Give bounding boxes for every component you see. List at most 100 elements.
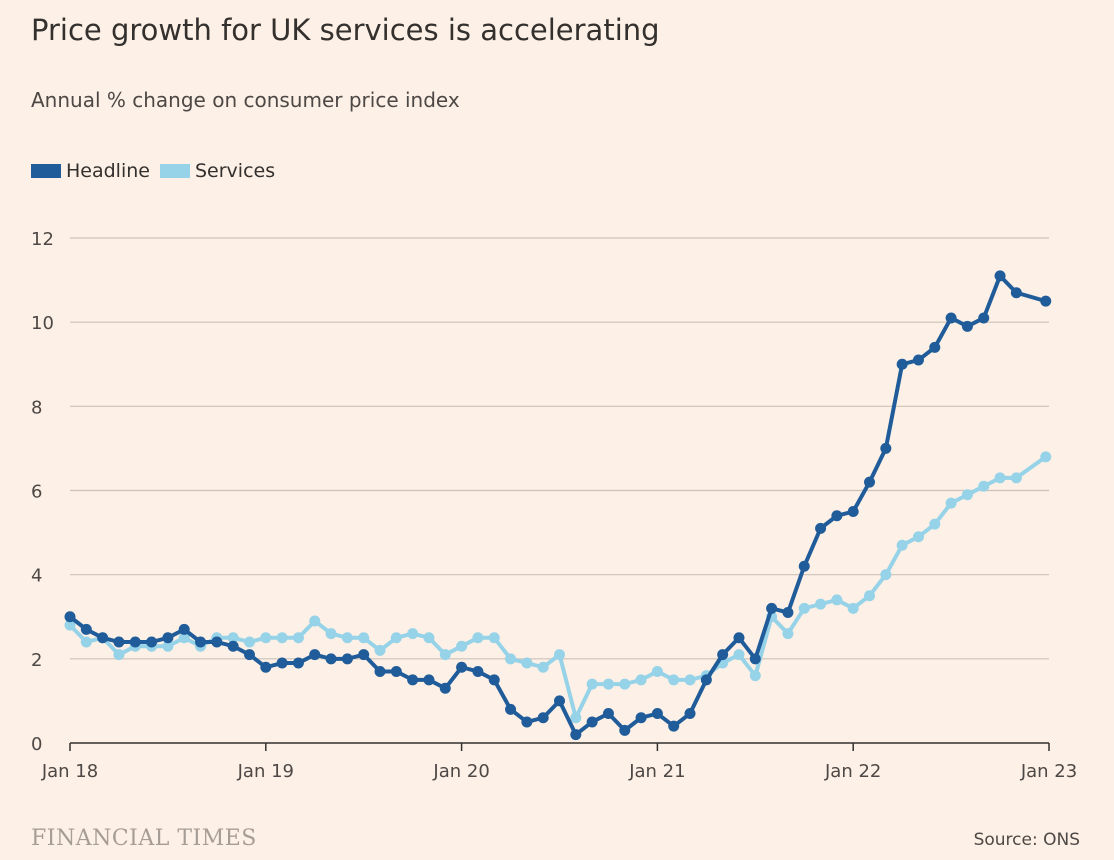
data-point-headline [978,312,990,324]
data-point-services [505,653,517,665]
data-point-services [341,632,353,644]
data-point-headline [129,636,141,648]
data-point-headline [113,636,125,648]
data-point-headline [97,632,109,644]
data-point-headline [864,476,876,488]
data-point-headline [439,682,451,694]
data-point-headline [80,623,92,635]
data-point-services [358,632,370,644]
data-point-headline [407,674,419,686]
data-point-headline [994,270,1006,282]
data-point-headline [602,708,614,720]
data-point-headline [423,674,435,686]
data-point-services [978,480,990,492]
data-point-services [64,619,76,631]
data-point-services [260,632,272,644]
data-point-headline [635,712,647,724]
data-point-headline [227,640,239,652]
data-point-services [684,674,696,686]
data-point-headline [896,358,908,370]
data-point-headline [1040,295,1052,307]
data-point-headline [619,724,631,736]
data-point-headline [1010,287,1022,299]
data-point-headline [276,657,288,669]
data-point-headline [717,649,729,661]
data-point-headline [961,320,973,332]
legend-item-headline: Headline [31,160,150,182]
data-point-services [896,539,908,551]
data-point-headline [651,708,663,720]
data-point-services [178,632,190,644]
data-point-services [749,670,761,682]
data-point-headline [929,341,941,353]
data-point-headline [521,716,533,728]
data-point-services [912,531,924,543]
series-line-headline [68,273,1048,737]
data-point-headline [358,649,370,661]
y-tick-label: 0 [31,734,42,755]
y-tick-label: 4 [31,566,42,587]
data-point-services [325,628,337,640]
data-point-headline [537,712,549,724]
data-point-headline [162,632,174,644]
data-point-headline [374,665,386,677]
data-point-services [635,674,647,686]
data-point-services [309,615,321,627]
data-point-services [113,649,125,661]
data-point-services [243,636,255,648]
data-point-services [554,649,565,661]
chart-subtitle: Annual % change on consumer price index [31,88,460,112]
data-point-headline [390,665,402,677]
y-tick-label: 12 [31,229,54,250]
data-point-headline [505,703,517,715]
data-point-services [390,632,402,644]
data-point-services [880,569,892,581]
data-point-headline [211,636,223,648]
data-point-headline [325,653,337,665]
data-point-services [537,661,549,673]
y-tick-label: 10 [31,313,54,334]
x-tick-label: Jan 20 [432,761,489,782]
data-point-services [651,665,663,677]
data-point-headline [945,312,957,324]
data-point-headline [847,506,859,518]
legend-swatch-headline [31,164,61,178]
data-point-headline [668,720,680,732]
data-point-headline [912,354,924,366]
data-point-services [570,712,582,724]
data-point-services [439,649,451,661]
data-point-services [472,632,484,644]
legend-label-headline: Headline [66,160,150,182]
data-point-headline [700,674,712,686]
data-point-services [945,497,957,509]
data-point-services [929,518,941,530]
data-point-services [276,632,288,644]
data-point-services [407,628,419,640]
data-point-services [668,674,680,686]
legend-label-services: Services [194,160,276,182]
data-point-headline [456,661,468,673]
x-tick-label: Jan 21 [628,761,685,782]
data-point-headline [586,716,598,728]
data-point-services [374,644,386,656]
data-point-services [994,472,1006,484]
data-point-services [847,602,859,614]
data-point-headline [815,522,827,534]
data-point-headline [472,665,484,677]
y-tick-label: 2 [31,650,42,671]
data-point-headline [831,510,843,522]
data-point-headline [766,602,778,614]
data-point-headline [488,674,500,686]
chart-title: Price growth for UK services is accelera… [31,13,660,47]
data-point-services [798,602,810,614]
data-point-services [456,640,468,652]
data-point-services [1010,472,1022,484]
data-point-headline [292,657,304,669]
legend: Headline Services [31,160,285,182]
data-point-headline [684,708,696,720]
source-note: Source: ONS [973,830,1080,850]
data-point-services [423,632,435,644]
data-point-headline [554,695,565,707]
data-point-services [162,640,174,652]
